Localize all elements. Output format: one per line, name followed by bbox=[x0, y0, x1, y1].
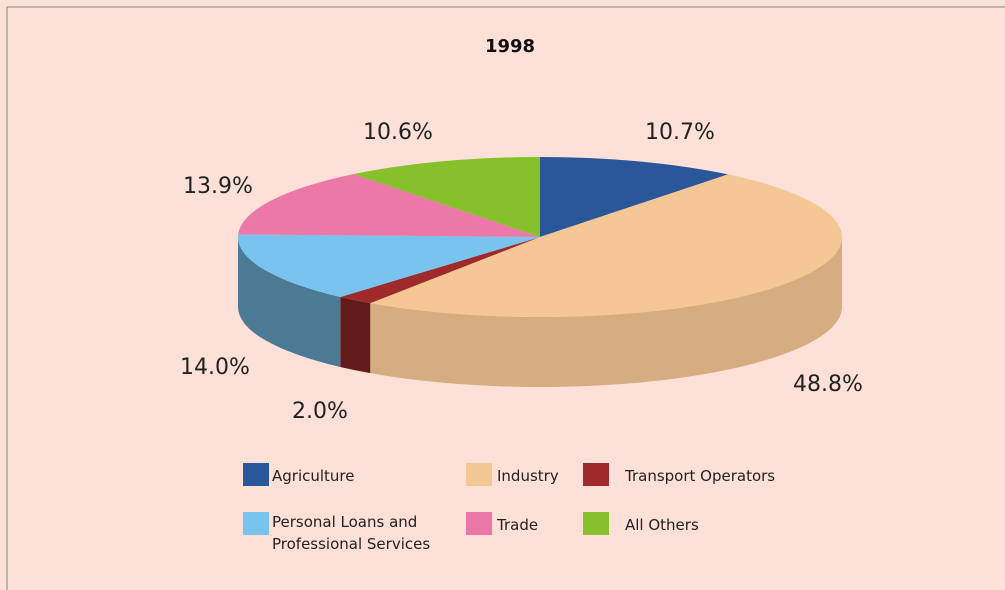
pie-slice bbox=[238, 174, 540, 237]
data-label: 10.7% bbox=[645, 120, 715, 145]
legend-label: Transport Operators bbox=[625, 467, 776, 485]
pie-side bbox=[370, 237, 842, 388]
legend-swatch bbox=[583, 463, 609, 486]
legend-label: All Others bbox=[625, 516, 699, 534]
data-label: 10.6% bbox=[363, 120, 433, 145]
pie-slice bbox=[238, 234, 541, 298]
pie-slice bbox=[540, 157, 729, 237]
legend-swatch bbox=[583, 512, 609, 535]
pie-side bbox=[238, 237, 341, 368]
legend-label: Agriculture bbox=[272, 467, 355, 485]
legend-label: Industry bbox=[497, 467, 559, 485]
legend-label: Trade bbox=[497, 516, 539, 534]
data-label: 14.0% bbox=[180, 355, 250, 380]
legend-swatch bbox=[243, 512, 269, 535]
pie-slice bbox=[353, 157, 540, 237]
pie-slice bbox=[370, 174, 842, 317]
legend-label: Personal Loans and Professional Services bbox=[272, 513, 431, 553]
data-label: 2.0% bbox=[292, 399, 348, 424]
legend-swatch bbox=[466, 512, 492, 535]
pie-slice bbox=[340, 237, 540, 304]
legend-swatch bbox=[243, 463, 269, 486]
chart-title: 1998 bbox=[485, 36, 535, 57]
data-label: 48.8% bbox=[793, 372, 863, 397]
data-label: 13.9% bbox=[183, 174, 253, 199]
pie-side bbox=[340, 297, 371, 374]
legend-swatch bbox=[466, 463, 492, 486]
frame bbox=[6, 6, 1005, 590]
